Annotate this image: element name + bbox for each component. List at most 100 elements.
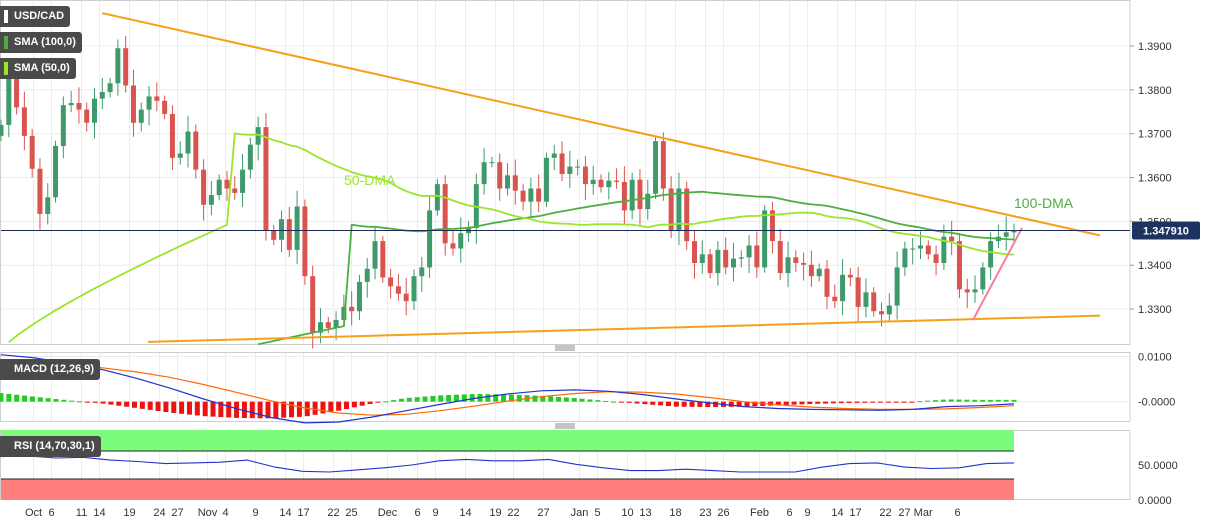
sma100-legend-label: SMA (100,0) bbox=[14, 36, 76, 48]
candle-up bbox=[910, 248, 916, 250]
candle-down bbox=[723, 249, 729, 268]
price-tag-text: 1.347910 bbox=[1143, 226, 1189, 238]
macd-hist-pos bbox=[406, 397, 412, 402]
macd-hist-neg bbox=[375, 401, 381, 403]
macd-hist-neg bbox=[815, 401, 821, 404]
macd-panel-frame bbox=[0, 352, 1131, 422]
x-tick-label: Nov bbox=[198, 507, 218, 519]
price-tick-label: 1.3300 bbox=[1138, 304, 1172, 316]
candle-down bbox=[162, 100, 168, 114]
candle-up bbox=[356, 281, 362, 312]
sma100-legend[interactable]: SMA (100,0) bbox=[0, 32, 82, 53]
symbol-legend[interactable]: USD/CAD bbox=[0, 6, 71, 27]
macd-hist-neg bbox=[642, 401, 648, 405]
candle-up bbox=[458, 233, 464, 249]
candle-down bbox=[668, 188, 674, 232]
x-tick-label: 18 bbox=[669, 507, 681, 519]
x-tick-label: 6 bbox=[414, 507, 420, 519]
sma50-legend[interactable]: SMA (50,0) bbox=[0, 58, 76, 79]
candle-down bbox=[777, 241, 783, 274]
macd-hist-neg bbox=[752, 401, 758, 407]
macd-hist-neg bbox=[799, 401, 805, 405]
candle-up bbox=[255, 127, 261, 145]
candle-down bbox=[949, 236, 955, 242]
candle-up bbox=[68, 103, 74, 106]
macd-hist-pos bbox=[595, 400, 601, 402]
candle-up bbox=[629, 179, 635, 211]
candle-down bbox=[847, 274, 853, 278]
candle-down bbox=[450, 243, 456, 249]
rsi-tick-label: 50.0000 bbox=[1138, 460, 1178, 472]
candle-up bbox=[53, 145, 59, 198]
macd-hist-neg bbox=[336, 401, 342, 411]
macd-hist-neg bbox=[312, 401, 318, 415]
macd-hist-pos bbox=[469, 394, 475, 402]
candle-down bbox=[855, 277, 861, 307]
candle-down bbox=[14, 74, 20, 108]
macd-hist-pos bbox=[453, 394, 459, 402]
x-tick-label: 22 bbox=[879, 507, 891, 519]
candle-up bbox=[590, 179, 596, 185]
macd-hist-neg bbox=[249, 401, 255, 419]
macd-hist-pos bbox=[493, 394, 499, 402]
price-tag-box bbox=[1132, 221, 1200, 240]
rsi-tick-label: 0.0000 bbox=[1138, 495, 1172, 507]
macd-hist-pos bbox=[548, 396, 554, 402]
sma100-line bbox=[257, 190, 1015, 346]
macd-hist-neg bbox=[351, 401, 357, 408]
candle-down bbox=[769, 210, 775, 242]
x-tick-label: Jan bbox=[571, 507, 589, 519]
candle-down bbox=[582, 166, 588, 185]
macd-hist-neg bbox=[665, 401, 671, 407]
candle-down bbox=[84, 109, 90, 123]
candle-down bbox=[808, 264, 814, 277]
candle-down bbox=[536, 188, 542, 202]
macd-hist-pos bbox=[563, 397, 569, 402]
macd-hist-neg bbox=[893, 401, 899, 403]
price-tick-label: 1.3400 bbox=[1138, 260, 1172, 272]
candle-down bbox=[520, 190, 526, 202]
macd-hist-pos bbox=[69, 400, 75, 402]
candle-up bbox=[333, 320, 339, 328]
macd-hist-pos bbox=[1011, 399, 1017, 402]
macd-hist-neg bbox=[139, 401, 145, 409]
macd-hist-neg bbox=[179, 401, 185, 414]
candle-up bbox=[427, 210, 433, 268]
sma50-swatch bbox=[4, 62, 8, 75]
macd-hist-neg bbox=[885, 401, 891, 403]
support-trendline bbox=[147, 314, 1101, 343]
macd-legend[interactable]: MACD (12,26,9) bbox=[0, 359, 101, 380]
candle-up bbox=[177, 153, 183, 158]
macd-hist-pos bbox=[556, 396, 562, 402]
rsi-legend[interactable]: RSI (14,70,30,1) bbox=[0, 436, 101, 457]
resistance-trendline bbox=[102, 12, 1101, 237]
sma100-swatch bbox=[4, 36, 8, 49]
candle-down bbox=[302, 206, 308, 277]
candle-down bbox=[824, 268, 830, 297]
candle-up bbox=[115, 48, 121, 84]
candle-up bbox=[738, 257, 744, 259]
candle-up bbox=[92, 98, 98, 123]
macd-hist-neg bbox=[241, 401, 247, 419]
macd-hist-neg bbox=[226, 401, 232, 418]
x-tick-label: Oct bbox=[25, 507, 42, 519]
x-tick-label: 14 bbox=[93, 507, 105, 519]
macd-hist-pos bbox=[414, 397, 420, 402]
candle-up bbox=[551, 153, 557, 158]
candle-up bbox=[816, 268, 822, 277]
candle-up bbox=[715, 249, 721, 274]
price-tick-label: 1.3800 bbox=[1138, 85, 1172, 97]
macd-hist-neg bbox=[791, 401, 797, 405]
candle-down bbox=[637, 179, 643, 210]
macd-hist-neg bbox=[289, 401, 295, 418]
candle-up bbox=[988, 241, 994, 268]
candle-up bbox=[317, 322, 323, 333]
macd-hist-pos bbox=[383, 401, 389, 403]
macd-hist-pos bbox=[540, 395, 546, 402]
candle-up bbox=[567, 166, 573, 175]
candle-down bbox=[793, 257, 799, 264]
x-tick-label: 14 bbox=[831, 507, 843, 519]
macd-hist-neg bbox=[234, 401, 240, 418]
macd-hist-neg bbox=[744, 401, 750, 407]
